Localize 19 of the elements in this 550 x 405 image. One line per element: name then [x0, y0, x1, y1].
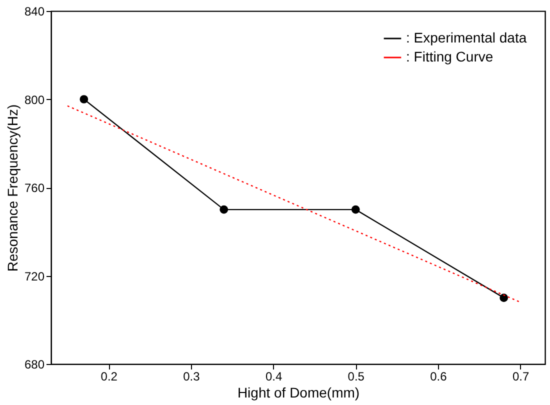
point	[220, 205, 228, 214]
x-tick-label: 0.7	[512, 370, 530, 384]
y-tick-label: 760	[24, 181, 45, 195]
y-tick-label: 840	[24, 4, 45, 18]
x-tick-label: 0.6	[430, 370, 448, 384]
y-axis-title: Resonance Frequency(Hz)	[4, 104, 20, 272]
x-tick-label: 0.2	[100, 370, 118, 384]
point	[80, 95, 88, 104]
legend-label: : Experimental data	[406, 30, 527, 46]
legend-label: : Fitting Curve	[406, 48, 494, 64]
x-tick-label: 0.3	[183, 370, 200, 384]
y-tick-label: 680	[24, 358, 45, 372]
point	[500, 294, 508, 302]
x-tick-label: 0.4	[265, 370, 282, 384]
x-tick-label: 0.5	[348, 370, 365, 384]
y-tick-label: 720	[24, 269, 45, 284]
point	[351, 205, 360, 214]
y-tick-label: 800	[24, 92, 45, 107]
x-axis-title: Hight of Dome(mm)	[237, 384, 360, 400]
